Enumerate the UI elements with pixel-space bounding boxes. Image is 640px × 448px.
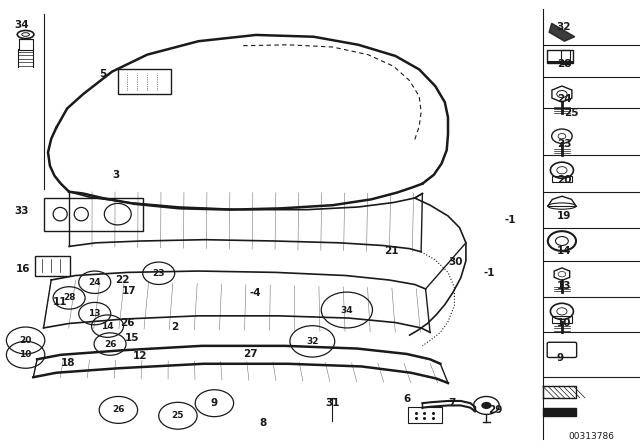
Text: 34: 34 xyxy=(340,306,353,314)
Text: 13: 13 xyxy=(557,281,572,291)
Text: 10: 10 xyxy=(557,318,572,327)
Text: 6: 6 xyxy=(403,394,410,404)
Text: 12: 12 xyxy=(133,351,148,361)
Text: 30: 30 xyxy=(448,257,463,267)
Text: 28: 28 xyxy=(63,293,76,302)
Text: 28: 28 xyxy=(557,59,572,69)
Text: -1: -1 xyxy=(483,268,495,278)
Text: 31: 31 xyxy=(325,398,340,408)
Text: 13: 13 xyxy=(88,309,101,318)
Text: 24: 24 xyxy=(557,94,572,103)
Text: 14: 14 xyxy=(557,246,572,256)
Text: 17: 17 xyxy=(122,286,136,296)
Text: 5: 5 xyxy=(99,69,106,79)
Text: 29: 29 xyxy=(488,405,502,415)
Text: 22: 22 xyxy=(115,275,130,285)
Polygon shape xyxy=(543,408,576,416)
Text: 33: 33 xyxy=(14,206,29,215)
Text: 18: 18 xyxy=(61,358,76,368)
Text: 16: 16 xyxy=(16,264,31,274)
Polygon shape xyxy=(549,23,575,41)
Text: 19: 19 xyxy=(557,211,571,221)
Text: 23: 23 xyxy=(557,139,572,149)
Text: 11: 11 xyxy=(52,297,67,307)
Circle shape xyxy=(481,402,492,409)
Text: 7: 7 xyxy=(448,398,456,408)
Text: 27: 27 xyxy=(243,349,258,359)
Text: -4: -4 xyxy=(250,289,261,298)
Text: 24: 24 xyxy=(88,278,101,287)
Text: 20: 20 xyxy=(557,175,572,185)
Text: 00313786: 00313786 xyxy=(568,432,614,441)
Text: 32: 32 xyxy=(306,337,319,346)
Text: 26: 26 xyxy=(104,340,116,349)
Text: 21: 21 xyxy=(384,246,399,256)
Text: 20: 20 xyxy=(19,336,32,345)
Text: 9: 9 xyxy=(557,353,564,363)
Text: 34: 34 xyxy=(14,20,29,30)
Text: 15: 15 xyxy=(125,333,140,343)
Text: 2: 2 xyxy=(172,322,179,332)
Text: 23: 23 xyxy=(152,269,165,278)
Text: -1: -1 xyxy=(504,215,516,225)
Text: 32: 32 xyxy=(557,22,572,32)
Text: 10: 10 xyxy=(19,350,32,359)
Text: 25: 25 xyxy=(172,411,184,420)
Text: 3: 3 xyxy=(112,170,119,180)
Text: 26: 26 xyxy=(112,405,125,414)
Text: 26: 26 xyxy=(120,318,135,327)
Text: 9: 9 xyxy=(211,398,218,408)
Text: 14: 14 xyxy=(101,322,114,331)
Text: 25: 25 xyxy=(564,108,579,118)
Text: 8: 8 xyxy=(259,418,266,428)
